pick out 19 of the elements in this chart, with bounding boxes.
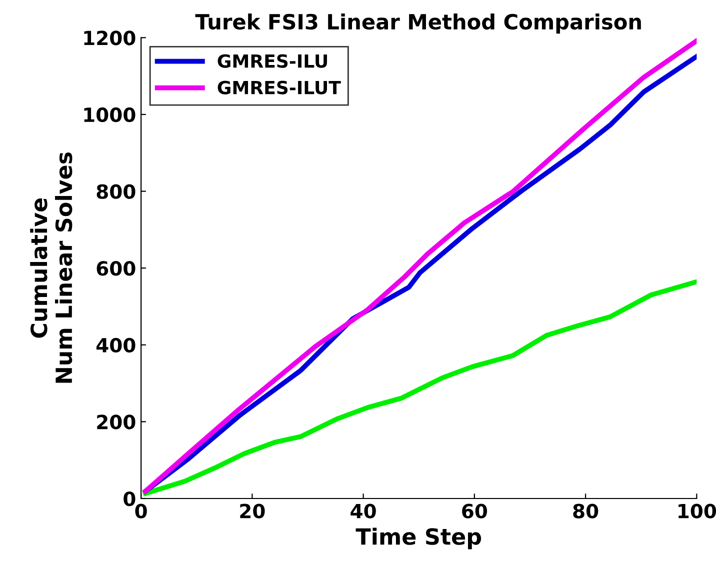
x-tick-label: 60 xyxy=(462,504,488,518)
y-tick-label: 800 xyxy=(96,184,136,199)
y-tick-label: 1200 xyxy=(84,30,136,46)
x-tick-label: 100 xyxy=(678,504,716,518)
x-tick-label: 40 xyxy=(350,504,376,518)
chart-title: Turek FSI3 Linear Method Comparison xyxy=(195,13,641,34)
y-tick-label: 400 xyxy=(96,338,136,353)
x-tick-label: 0 xyxy=(135,504,147,518)
legend-label: GMRES-ILUT xyxy=(218,80,341,94)
y-tick-label: 0 xyxy=(124,491,136,506)
legend-label: GMRES-ILU xyxy=(218,54,327,68)
y-axis-title: Cumulative Num Linear Solves xyxy=(30,152,72,383)
y-tick-label: 1000 xyxy=(84,107,136,122)
y-tick-label: 600 xyxy=(96,261,136,276)
x-tick-label: 80 xyxy=(573,504,598,518)
x-tick-label: 20 xyxy=(240,504,265,518)
y-tick-label: 200 xyxy=(97,414,136,430)
x-axis-title: Time Step xyxy=(356,528,482,550)
line-series xyxy=(143,279,697,496)
